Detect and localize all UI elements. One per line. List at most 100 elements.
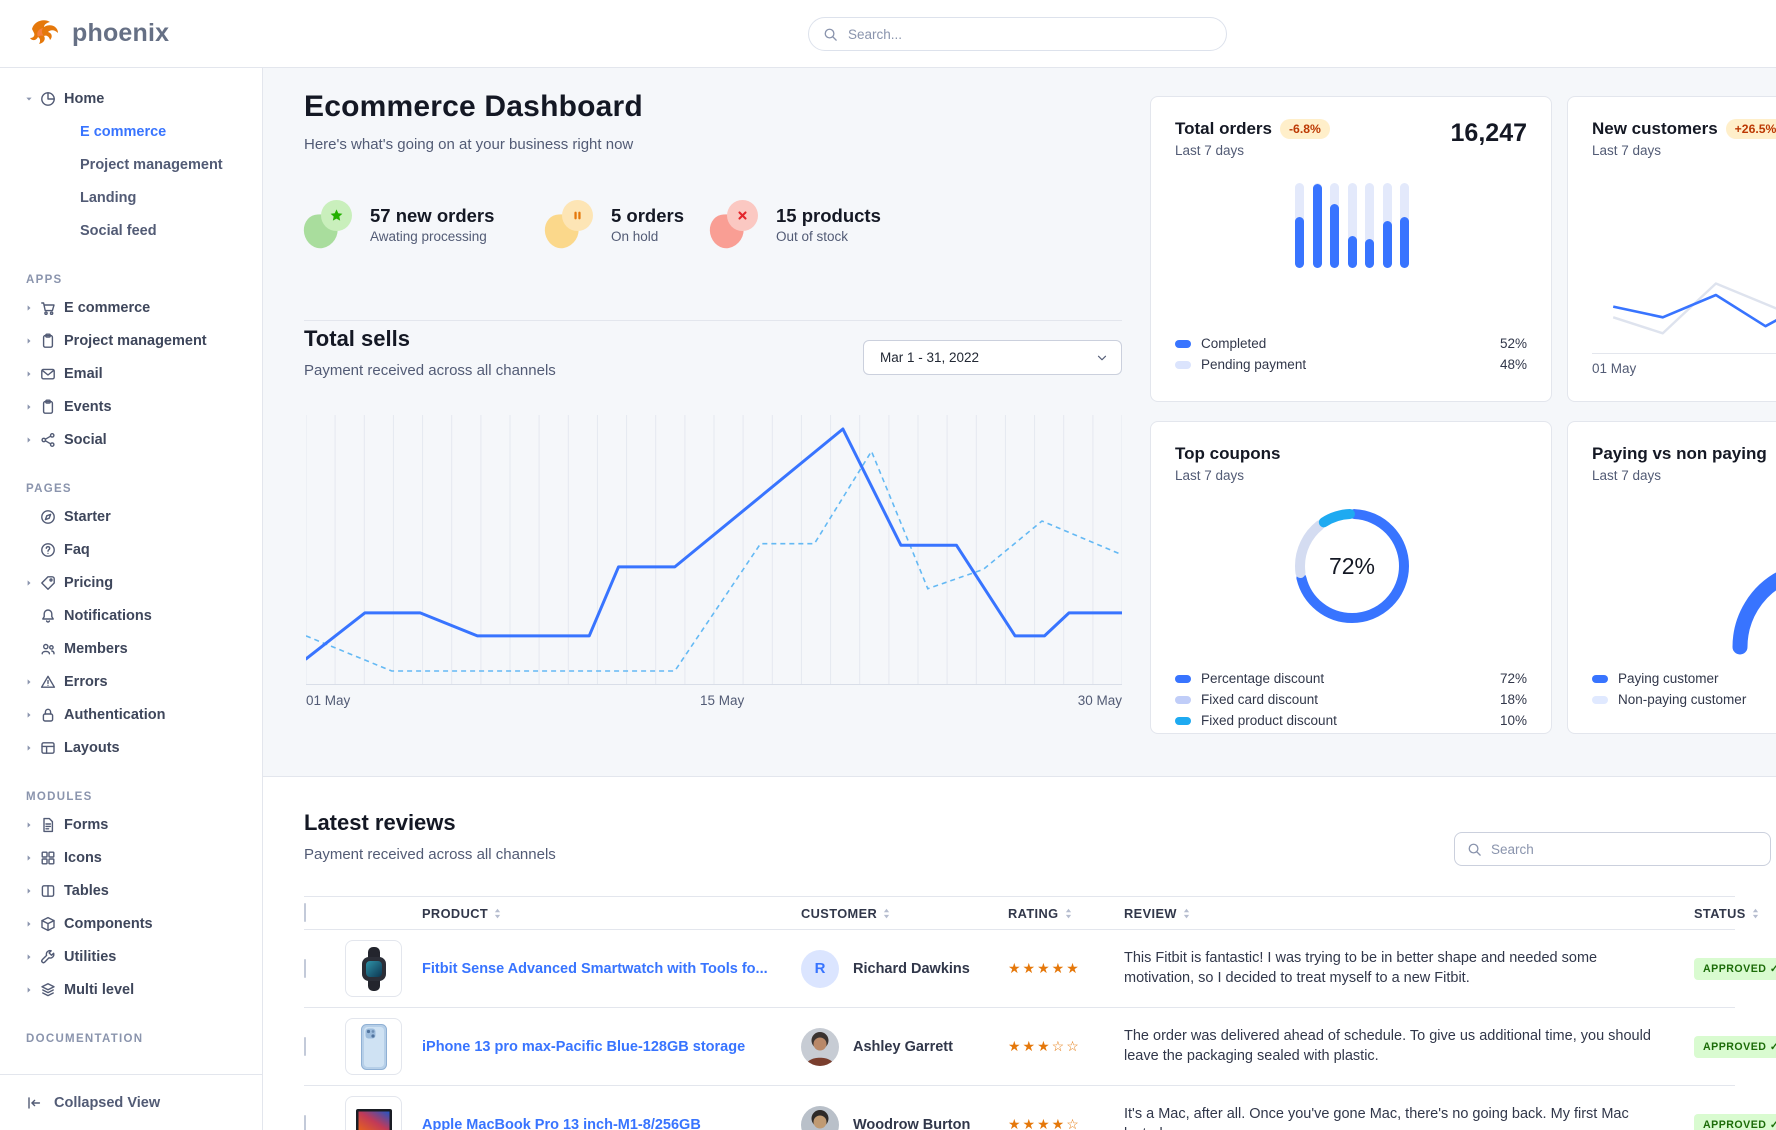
stat-caption: Out of stock — [776, 228, 849, 244]
logo-text: phoenix — [72, 18, 170, 47]
sidebar-item-label: Notifications — [64, 607, 152, 624]
sidebar-item-social[interactable]: Social — [0, 423, 262, 456]
caret-right-icon — [24, 743, 40, 753]
product-link[interactable]: iPhone 13 pro max-Pacific Blue-128GB sto… — [422, 1038, 746, 1055]
sidebar-item-label: Components — [64, 915, 153, 932]
top-bar: phoenix — [0, 0, 1776, 68]
new-customers-axis — [1592, 353, 1776, 354]
sidebar-item-project-management[interactable]: Project management — [0, 324, 262, 357]
row-checkbox[interactable] — [304, 958, 306, 978]
sidebar-item-email[interactable]: Email — [0, 357, 262, 390]
box-icon — [40, 916, 64, 932]
reviews-search[interactable] — [1454, 832, 1771, 866]
sidebar-item-utilities[interactable]: Utilities — [0, 940, 262, 973]
page-subtitle: Here's what's going on at your business … — [304, 136, 634, 153]
legend-row: Non-paying customer — [1592, 689, 1776, 710]
sidebar-group-pages: PAGES — [26, 483, 72, 495]
sidebar-item-authentication[interactable]: Authentication — [0, 698, 262, 731]
column-header-review[interactable]: REVIEW — [1124, 906, 1694, 921]
sidebar-item-starter[interactable]: Starter — [0, 500, 262, 533]
global-search[interactable] — [808, 17, 1227, 51]
sidebar-item-notifications[interactable]: Notifications — [0, 599, 262, 632]
rating-stars: ★★★★★ — [1008, 960, 1081, 976]
select-all-checkbox[interactable] — [304, 903, 306, 922]
warning-icon — [40, 674, 64, 690]
global-search-input[interactable] — [848, 26, 1212, 42]
date-range-select[interactable]: Mar 1 - 31, 2022 — [863, 340, 1122, 375]
sidebar-item-pricing[interactable]: Pricing — [0, 566, 262, 599]
sidebar-item-label: Forms — [64, 816, 109, 833]
reviews-search-input[interactable] — [1491, 841, 1758, 857]
legend-label: Fixed card discount — [1201, 692, 1319, 707]
question-icon — [40, 542, 64, 558]
sidebar-item-social-feed[interactable]: Social feed — [80, 222, 157, 239]
caret-right-icon — [24, 886, 40, 896]
legend-row: Paying customer — [1592, 668, 1776, 689]
share-icon — [40, 432, 64, 448]
legend-value: 52% — [1499, 336, 1527, 351]
sidebar-item-forms[interactable]: Forms — [0, 808, 262, 841]
order-bar — [1400, 183, 1409, 268]
new-customers-period: Last 7 days — [1592, 143, 1662, 158]
paying-period: Last 7 days — [1592, 468, 1662, 483]
sidebar-item-label: Members — [64, 640, 128, 657]
sidebar-item-multi-level[interactable]: Multi level — [0, 973, 262, 1006]
stat-caption: Awating processing — [370, 228, 487, 244]
file-icon — [40, 817, 64, 833]
new-customers-badge: +26.5% — [1725, 119, 1776, 139]
caret-right-icon — [24, 578, 40, 588]
legend-row: Percentage discount 72% — [1175, 668, 1527, 689]
sidebar-item-e-commerce[interactable]: E commerce — [0, 291, 262, 324]
app-logo[interactable]: phoenix — [26, 15, 169, 51]
sidebar-item-landing[interactable]: Landing — [80, 189, 137, 206]
column-header-customer[interactable]: CUSTOMER — [801, 906, 1008, 921]
x-label-30may: 30 May — [1077, 693, 1122, 708]
customer-name: Richard Dawkins — [853, 960, 970, 977]
sidebar-item-errors[interactable]: Errors — [0, 665, 262, 698]
order-bar — [1312, 183, 1322, 268]
sidebar-item-layouts[interactable]: Layouts — [0, 731, 262, 764]
legend-label: Pending payment — [1201, 357, 1307, 372]
new-customers-card: New customers +26.5% Last 7 days 01 May — [1567, 96, 1776, 402]
x-label-01may: 01 May — [306, 693, 351, 708]
new-customers-chart — [1612, 282, 1776, 335]
row-checkbox[interactable] — [304, 1114, 306, 1130]
top-coupons-period: Last 7 days — [1175, 468, 1245, 483]
sidebar-item-tables[interactable]: Tables — [0, 874, 262, 907]
total-sells-chart — [306, 415, 1122, 685]
sidebar-item-e-commerce[interactable]: E commerce — [80, 123, 167, 140]
collapse-icon — [26, 1095, 42, 1111]
donut-center-label: 72% — [1328, 552, 1376, 579]
sidebar-item-label: Home — [64, 90, 105, 107]
sidebar-item-label: Events — [64, 398, 112, 415]
tag-icon — [40, 575, 64, 591]
review-text: This Fitbit is fantastic! I was trying t… — [1124, 950, 1598, 986]
legend-row: Fixed product discount 10% — [1175, 710, 1527, 731]
product-link[interactable]: Apple MacBook Pro 13 inch-M1-8/256GB — [422, 1116, 701, 1130]
row-checkbox[interactable] — [304, 1036, 306, 1056]
latest-reviews-title: Latest reviews — [304, 810, 456, 835]
order-bar — [1295, 183, 1304, 268]
sidebar-item-home[interactable]: Home — [0, 82, 262, 115]
table-row: Apple MacBook Pro 13 inch-M1-8/256GB Wood… — [304, 1086, 1776, 1130]
collapsed-view-toggle[interactable]: Collapsed View — [0, 1074, 262, 1130]
sidebar-item-faq[interactable]: Faq — [0, 533, 262, 566]
sidebar-item-label: Icons — [64, 849, 102, 866]
bell-icon — [40, 608, 64, 624]
sidebar-item-members[interactable]: Members — [0, 632, 262, 665]
sidebar-item-icons[interactable]: Icons — [0, 841, 262, 874]
clipboard-icon — [40, 333, 64, 349]
column-header-rating[interactable]: RATING — [1008, 906, 1124, 921]
dashboard-hero: Ecommerce Dashboard Here's what's going … — [263, 68, 1776, 777]
status-badge: APPROVED ✓ — [1694, 1113, 1776, 1130]
sidebar-item-components[interactable]: Components — [0, 907, 262, 940]
caret-right-icon — [24, 402, 40, 412]
column-header-status[interactable]: STATUS — [1694, 906, 1759, 921]
legend-row: Completed 52% — [1175, 333, 1527, 354]
sidebar-item-project-management[interactable]: Project management — [80, 156, 223, 173]
product-link[interactable]: Fitbit Sense Advanced Smartwatch with To… — [422, 960, 768, 977]
column-header-product[interactable]: PRODUCT — [422, 906, 801, 921]
avatar: R — [801, 949, 839, 988]
paying-title: Paying vs non paying — [1592, 444, 1767, 463]
sidebar-item-events[interactable]: Events — [0, 390, 262, 423]
